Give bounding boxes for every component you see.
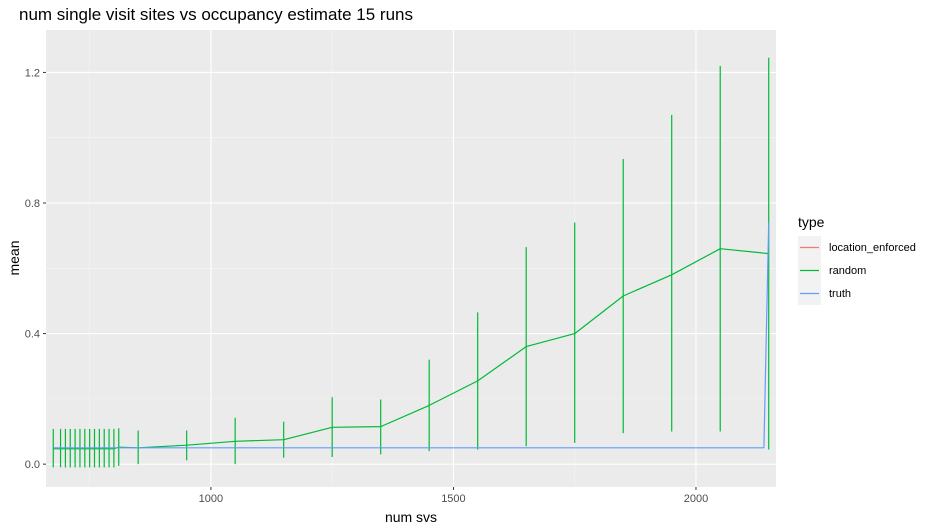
x-tick-label: 1000 <box>199 493 223 505</box>
series-layer <box>52 57 770 468</box>
series-truth <box>53 222 770 449</box>
legend-label-location-enforced: location_enforced <box>829 242 916 254</box>
x-tick-label: 2000 <box>684 493 708 505</box>
y-axis: 0.0 0.4 0.8 1.2 <box>25 67 46 471</box>
y-tick-label: 1.2 <box>25 67 40 79</box>
y-tick-label: 0.4 <box>25 329 40 341</box>
y-tick-label: 0.0 <box>25 459 40 471</box>
legend-label-random: random <box>829 265 866 277</box>
legend-item-location-enforced: location_enforced <box>798 236 916 259</box>
legend-title: type <box>798 214 825 230</box>
y-axis-title: mean <box>6 240 22 275</box>
legend-item-random: random <box>798 259 866 282</box>
legend-label-truth: truth <box>829 288 851 300</box>
legend-item-truth: truth <box>798 282 851 305</box>
chart-title: num single visit sites vs occupancy esti… <box>19 5 413 24</box>
x-axis: 1000 1500 2000 <box>199 487 708 505</box>
x-axis-title: num svs <box>385 509 437 525</box>
y-tick-label: 0.8 <box>25 198 40 210</box>
line-truth <box>53 222 770 449</box>
x-tick-label: 1500 <box>441 493 465 505</box>
plot-panel <box>46 30 776 487</box>
major-gridlines <box>46 30 776 487</box>
